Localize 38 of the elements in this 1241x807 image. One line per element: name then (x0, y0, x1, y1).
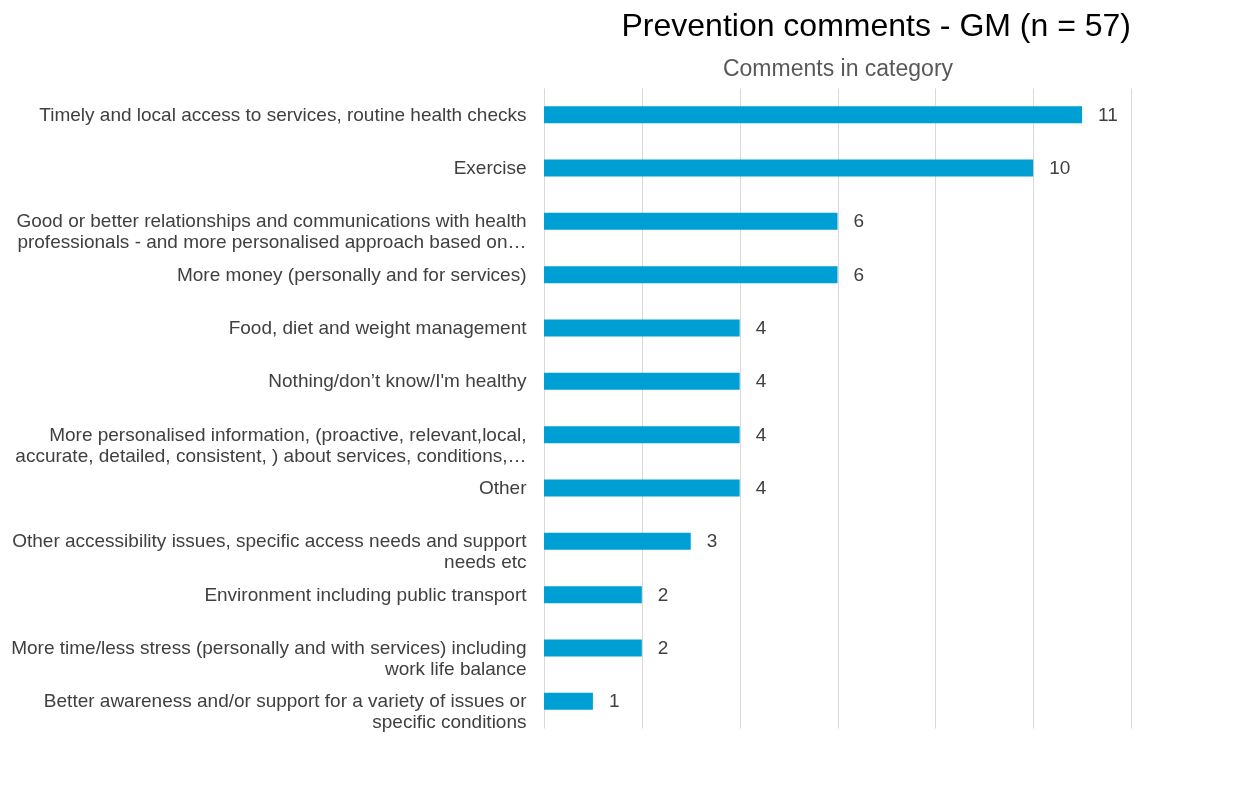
data-label: 6 (853, 210, 865, 232)
data-label: 4 (755, 423, 767, 445)
bar (544, 639, 642, 657)
bar (544, 106, 1083, 124)
data-label: 6 (853, 263, 865, 285)
bar (544, 586, 642, 604)
y-tick-label: Food, diet and weight management (228, 317, 528, 338)
y-tick-label: Other (478, 477, 528, 498)
data-label: 4 (755, 370, 767, 392)
bar (544, 372, 740, 390)
bar (544, 426, 740, 444)
y-tick-label: Good or better relationships and communications with health professionals - and more personalised approach based on… (16, 210, 527, 253)
bar (544, 212, 838, 230)
y-tick-label: Nothing/don’t know/I'm healthy (268, 370, 527, 392)
data-label: 4 (755, 477, 767, 498)
x-axis-title: Comments in category (722, 54, 954, 81)
data-label: 1 (608, 690, 620, 712)
y-tick-label: Environment including public transport (204, 583, 528, 605)
y-tick-label: Better awareness and/or support for a variety of issues or specific conditions (43, 690, 528, 733)
data-label: 2 (657, 637, 669, 658)
bar (544, 159, 1034, 177)
data-label: 11 (1098, 103, 1118, 125)
y-tick-label: Other accessibility issues, specific access needs and support needs etc (12, 530, 528, 573)
data-label: 3 (706, 530, 718, 552)
data-label: 4 (755, 317, 767, 338)
y-tick-label: Timely and local access to services, routine health checks (39, 103, 527, 125)
bar (544, 319, 740, 337)
data-label: 10 (1049, 157, 1071, 178)
bar (544, 266, 838, 284)
y-tick-label: Exercise (453, 157, 527, 178)
y-tick-label: More time/less stress (personally and with services) including work life balance (11, 637, 527, 679)
y-tick-label: More money (personally and for services) (176, 263, 527, 285)
bar (544, 479, 740, 497)
y-tick-label: More personalised information, (proactive, relevant,local, accurate, detailed, consistent, ) about services, conditions,… (15, 423, 527, 466)
data-label: 2 (657, 583, 669, 605)
chart-title: Prevention comments - GM (n = 57) (621, 7, 1131, 43)
bar (544, 692, 593, 710)
bar (544, 532, 691, 550)
